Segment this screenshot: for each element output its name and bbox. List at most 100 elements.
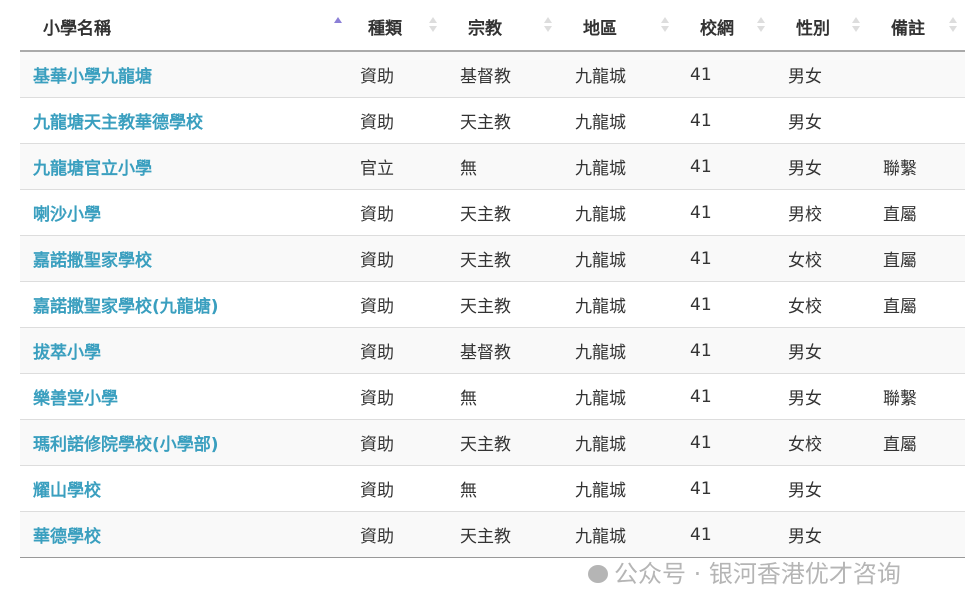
header-row: 小學名稱 種類 宗教 地區 校網 性別 備註 <box>20 0 965 52</box>
cell-text: 男女 <box>788 67 822 87</box>
cell-remarks: 直屬 <box>868 419 965 466</box>
cell-text <box>868 65 883 85</box>
cell-remarks: 直屬 <box>868 235 965 282</box>
school-link[interactable]: 嘉諾撒聖家學校 <box>33 251 152 271</box>
cell-gender: 男女 <box>773 511 868 558</box>
school-link[interactable]: 喇沙小學 <box>33 205 101 225</box>
cell-school-net: 41 <box>677 419 773 466</box>
cell-text: 天主教 <box>460 435 511 455</box>
cell-school-net: 41 <box>677 97 773 144</box>
sort-icon[interactable] <box>544 17 552 33</box>
cell-text: 九龍城 <box>575 481 626 501</box>
school-link[interactable]: 嘉諾撒聖家學校(九龍塘) <box>33 297 219 317</box>
cell-religion: 天主教 <box>445 281 560 328</box>
school-link[interactable]: 瑪利諾修院學校(小學部) <box>33 435 219 455</box>
school-link[interactable]: 九龍塘天主教華德學校 <box>33 113 203 133</box>
cell-district: 九龍城 <box>560 143 677 190</box>
cell-district: 九龍城 <box>560 419 677 466</box>
cell-text: 天主教 <box>460 113 511 133</box>
cell-remarks: 直屬 <box>868 281 965 328</box>
cell-gender: 女校 <box>773 235 868 282</box>
cell-school-net: 41 <box>677 373 773 420</box>
cell-text: 無 <box>460 389 477 409</box>
column-label: 性別 <box>796 19 830 39</box>
cell-text: 官立 <box>360 159 394 179</box>
cell-gender: 女校 <box>773 281 868 328</box>
cell-remarks: 直屬 <box>868 189 965 236</box>
cell-school-net: 41 <box>677 465 773 512</box>
cell-text: 天主教 <box>460 251 511 271</box>
school-link[interactable]: 九龍塘官立小學 <box>33 159 152 179</box>
cell-district: 九龍城 <box>560 189 677 236</box>
column-header-gender[interactable]: 性別 <box>773 0 868 52</box>
table-row: 拔萃小學 資助 基督教 九龍城 41 男女 <box>20 327 965 374</box>
column-header-school-name[interactable]: 小學名稱 <box>20 0 345 52</box>
cell-text: 41 <box>690 524 712 545</box>
watermark: 公众号 · 银河香港优才咨询 <box>588 560 901 588</box>
watermark-text: 公众号 · 银河香港优才咨询 <box>614 560 901 588</box>
column-header-remarks[interactable]: 備註 <box>868 0 965 52</box>
cell-text: 九龍城 <box>575 67 626 87</box>
cell-text: 41 <box>690 110 712 131</box>
column-label: 小學名稱 <box>43 19 111 39</box>
sort-icon[interactable] <box>661 17 669 33</box>
cell-school-name: 基華小學九龍塘 <box>20 51 345 98</box>
cell-district: 九龍城 <box>560 51 677 98</box>
sort-icon[interactable] <box>852 17 860 33</box>
school-link[interactable]: 拔萃小學 <box>33 343 101 363</box>
column-header-district[interactable]: 地區 <box>560 0 677 52</box>
column-label: 備註 <box>891 19 925 39</box>
cell-text: 資助 <box>360 343 394 363</box>
cell-gender: 男女 <box>773 97 868 144</box>
cell-text: 男女 <box>788 343 822 363</box>
column-header-religion[interactable]: 宗教 <box>445 0 560 52</box>
cell-religion: 天主教 <box>445 419 560 466</box>
cell-text: 基督教 <box>460 67 511 87</box>
sort-icon[interactable] <box>429 17 437 33</box>
cell-school-name: 嘉諾撒聖家學校(九龍塘) <box>20 281 345 328</box>
cell-school-net: 41 <box>677 281 773 328</box>
cell-text: 男女 <box>788 113 822 133</box>
cell-district: 九龍城 <box>560 373 677 420</box>
cell-text: 聯繫 <box>883 389 917 409</box>
cell-text: 資助 <box>360 113 394 133</box>
cell-text: 資助 <box>360 389 394 409</box>
column-header-type[interactable]: 種類 <box>345 0 445 52</box>
cell-text: 男女 <box>788 481 822 501</box>
cell-text: 天主教 <box>460 297 511 317</box>
sort-icon[interactable] <box>334 17 342 33</box>
cell-text: 九龍城 <box>575 389 626 409</box>
cell-school-net: 41 <box>677 189 773 236</box>
column-header-school-net[interactable]: 校網 <box>677 0 773 52</box>
cell-remarks <box>868 97 965 144</box>
cell-text: 41 <box>690 478 712 499</box>
cell-text: 男女 <box>788 159 822 179</box>
cell-text: 九龍城 <box>575 205 626 225</box>
school-link[interactable]: 華德學校 <box>33 527 101 547</box>
sort-icon[interactable] <box>949 17 957 33</box>
cell-text: 聯繫 <box>883 159 917 179</box>
school-link[interactable]: 樂善堂小學 <box>33 389 118 409</box>
cell-text: 男校 <box>788 205 822 225</box>
column-label: 種類 <box>368 19 402 39</box>
cell-school-net: 41 <box>677 51 773 98</box>
cell-text: 天主教 <box>460 205 511 225</box>
cell-type: 資助 <box>345 97 445 144</box>
table-row: 樂善堂小學 資助 無 九龍城 41 男女 聯繫 <box>20 373 965 420</box>
cell-school-name: 嘉諾撒聖家學校 <box>20 235 345 282</box>
school-link[interactable]: 耀山學校 <box>33 481 101 501</box>
cell-text: 資助 <box>360 67 394 87</box>
table-row: 瑪利諾修院學校(小學部) 資助 天主教 九龍城 41 女校 直屬 <box>20 419 965 466</box>
school-link[interactable]: 基華小學九龍塘 <box>33 67 152 87</box>
cell-text: 資助 <box>360 251 394 271</box>
cell-text: 女校 <box>788 297 822 317</box>
cell-religion: 無 <box>445 143 560 190</box>
cell-school-name: 九龍塘官立小學 <box>20 143 345 190</box>
cell-school-name: 九龍塘天主教華德學校 <box>20 97 345 144</box>
cell-school-name: 瑪利諾修院學校(小學部) <box>20 419 345 466</box>
cell-gender: 男女 <box>773 143 868 190</box>
cell-gender: 男校 <box>773 189 868 236</box>
cell-text: 天主教 <box>460 527 511 547</box>
cell-gender: 男女 <box>773 327 868 374</box>
sort-icon[interactable] <box>757 17 765 33</box>
